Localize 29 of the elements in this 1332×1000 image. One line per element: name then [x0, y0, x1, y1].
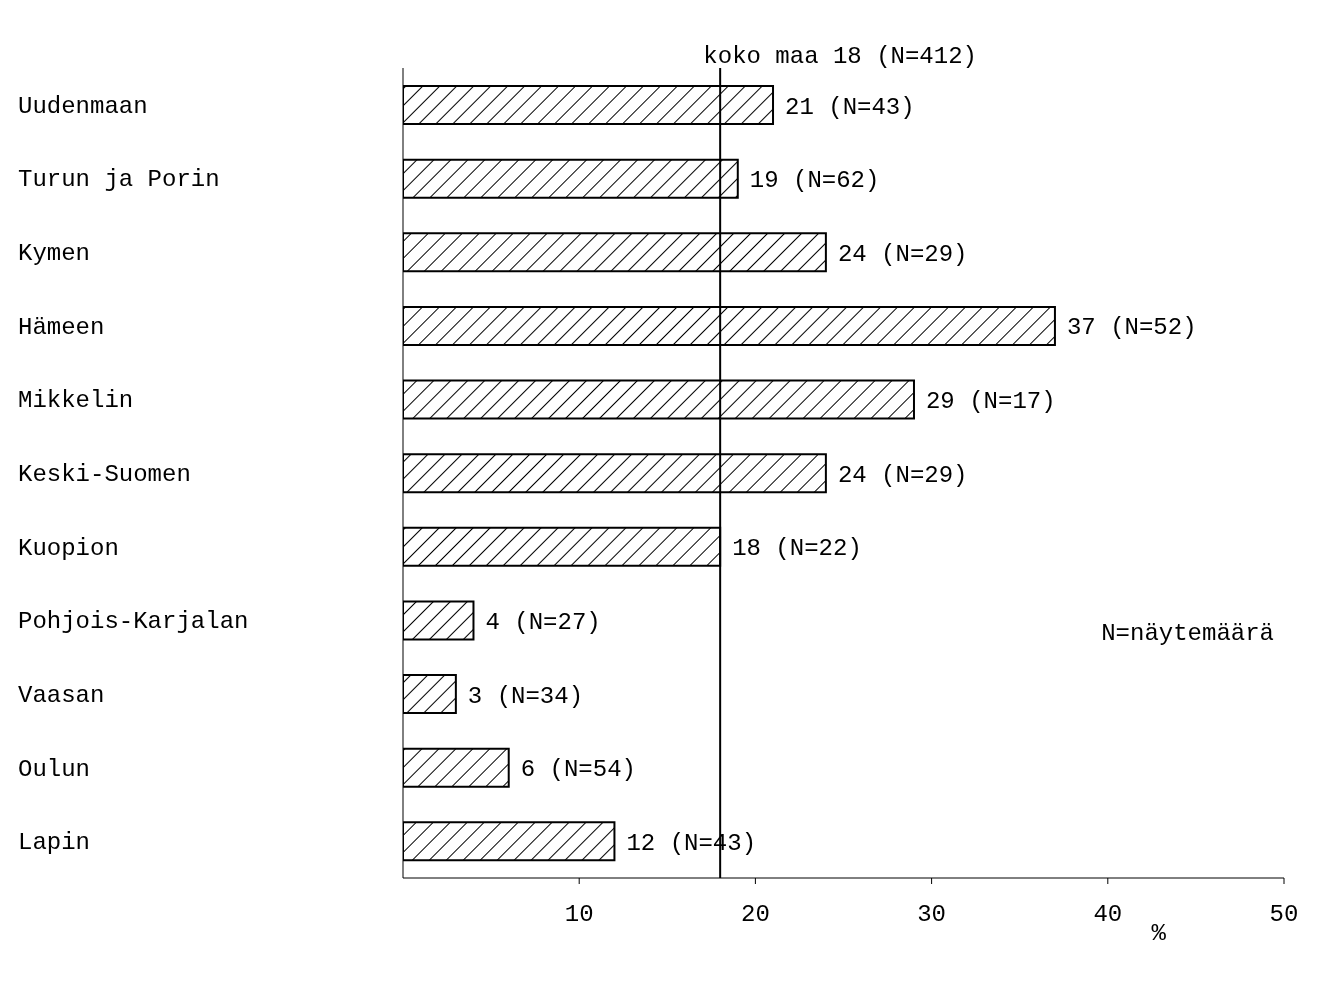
- y-tick-label: Kuopion: [18, 534, 119, 562]
- x-tick-label: 30: [917, 901, 947, 929]
- data-label: 24 (N=29): [837, 240, 968, 268]
- data-label: 6 (N=54): [520, 756, 636, 784]
- data-label: 29 (N=17): [925, 388, 1056, 416]
- x-tick-label: 20: [740, 901, 770, 929]
- x-tick-label: 10: [564, 901, 594, 929]
- y-tick-label: Hämeen: [18, 313, 105, 341]
- annotation: N=näytemäärä: [1101, 620, 1274, 647]
- y-tick-label: Pohjois-Karjalan: [18, 608, 249, 636]
- x-axis-title: %: [1151, 920, 1167, 947]
- y-tick-label: Lapin: [18, 829, 91, 857]
- data-label: 18 (N=22): [732, 535, 862, 563]
- data-label: 4 (N=27): [485, 608, 601, 636]
- data-label: 24 (N=29): [837, 461, 968, 489]
- y-tick-label: Keski-Suomen: [18, 461, 191, 488]
- data-label: 21 (N=43): [785, 93, 915, 121]
- data-label: 3 (N=34): [467, 682, 584, 710]
- y-tick-label: Mikkelin: [18, 387, 134, 415]
- y-tick-label: Oulun: [18, 755, 91, 783]
- x-tick-label: 50: [1269, 901, 1299, 929]
- data-label: 37 (N=52): [1066, 314, 1197, 342]
- data-label: 19 (N=62): [749, 167, 880, 195]
- y-tick-label: Turun ja Porin: [18, 166, 220, 194]
- ref-line-label: koko maa 18 (N=412): [703, 43, 977, 70]
- y-tick-label: Vaasan: [18, 681, 105, 709]
- x-tick-label: 40: [1093, 901, 1123, 929]
- y-tick-label: Kymen: [18, 240, 91, 268]
- y-tick-label: Uudenmaan: [18, 92, 148, 120]
